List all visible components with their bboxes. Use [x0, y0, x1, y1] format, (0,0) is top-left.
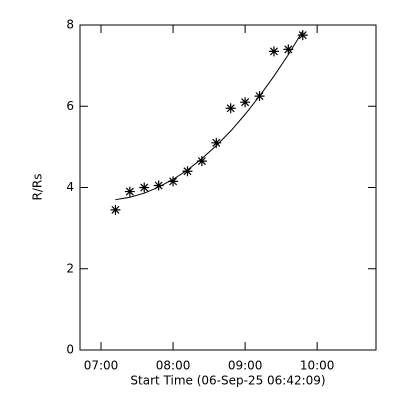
y-tick-label: 0 [66, 343, 74, 357]
x-axis-label: Start Time (06-Sep-25 06:42:09) [130, 374, 325, 388]
data-point [168, 176, 179, 187]
x-tick-label: 10:00 [300, 359, 335, 373]
data-point [139, 182, 150, 193]
y-tick-label: 8 [66, 18, 74, 32]
data-point [124, 186, 135, 197]
x-tick-label: 07:00 [84, 359, 119, 373]
data-point [297, 30, 308, 41]
plot-frame [79, 24, 377, 351]
y-tick-label: 6 [66, 99, 74, 113]
data-point [283, 44, 294, 55]
data-point [268, 46, 279, 57]
data-point [240, 97, 251, 108]
y-tick-label: 4 [66, 180, 74, 194]
data-point [153, 180, 164, 191]
data-point [211, 137, 222, 148]
x-tick-label: 09:00 [228, 359, 263, 373]
data-point [110, 204, 121, 215]
y-tick-label: 2 [66, 261, 74, 275]
data-point [225, 103, 236, 114]
fit-line [115, 30, 304, 201]
y-axis-label: R/Rs [31, 174, 45, 201]
data-point [196, 156, 207, 167]
x-tick-label: 08:00 [156, 359, 191, 373]
data-point [182, 166, 193, 177]
